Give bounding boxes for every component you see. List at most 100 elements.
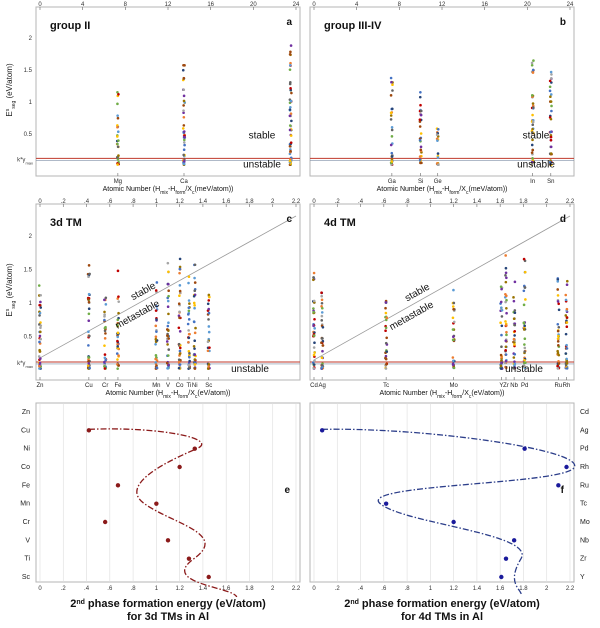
panel-c-data-point [206, 367, 210, 370]
panel-d-data-point [523, 286, 527, 289]
panel-c-data-point [86, 298, 90, 301]
panel-a-top-tick: 8 [124, 2, 128, 8]
panel-c-data-point [117, 295, 120, 298]
panel-a-data-point [182, 104, 185, 107]
panel-c-data-point [37, 284, 41, 287]
panel-a-data-point [182, 115, 186, 119]
panel-d-data-point [504, 353, 508, 356]
panel-c-data-point [87, 319, 91, 323]
panel-c-data-point [117, 364, 121, 367]
panel-c-data-point [103, 353, 107, 356]
panel-d-letter: d [560, 214, 566, 225]
panel-c-data-point [188, 366, 192, 370]
panel-d-data-point [500, 306, 503, 310]
panel-c-data-point [207, 311, 211, 315]
panel-d-data-point [564, 314, 568, 317]
panel-d-data-point [557, 360, 560, 363]
panel-c-data-point [165, 340, 169, 343]
panel-b-data-point [419, 103, 422, 107]
panel-d-data-point [499, 300, 503, 304]
panel-c-data-point [167, 289, 170, 293]
panel-d-data-point [556, 278, 560, 281]
panel-c-data-point [39, 293, 42, 297]
panel-c-data-point [103, 367, 107, 370]
panel-c-kgamma-label: k*γmax [17, 361, 33, 369]
panel-a-data-point [182, 153, 185, 157]
panel-b-stable-label: stable [523, 130, 550, 141]
panel-c-element-label: Ni [192, 383, 198, 389]
panel-f-data-point [556, 483, 561, 488]
panel-d-data-point [504, 274, 507, 277]
panel-d-data-point [513, 343, 516, 346]
panel-a-data-point [289, 112, 293, 116]
panel-f-data-point [383, 501, 389, 506]
panel-b-data-point [531, 163, 534, 166]
panel-c-data-point [38, 334, 42, 338]
panel-d-data-point [385, 316, 389, 320]
panel-f-data-point [503, 556, 509, 561]
panel-c-data-point [154, 337, 158, 341]
panel-c-data-point [39, 324, 43, 327]
panel-b-data-point [531, 102, 535, 105]
panel-c-data-point [115, 352, 119, 355]
panel-a-title: group II [50, 20, 90, 32]
xlabel-main: Atomic Number (H [103, 186, 161, 193]
ylabel-sup: s [5, 308, 11, 311]
panel-d-data-point [451, 328, 455, 331]
panel-c-xlabel: Atomic Number (Hmix-Hform/Xc(eV/atom)) [106, 390, 231, 400]
panel-c-data-point [208, 295, 211, 299]
panel-c-data-point [154, 357, 157, 361]
panel-c-data-point [178, 257, 182, 261]
panel-c-top-tick: 1.8 [245, 199, 254, 205]
panel-c-data-point [87, 362, 91, 365]
panel-b-data-point [391, 89, 394, 92]
panel-d-data-point [504, 345, 508, 349]
panel-a-data-point [288, 108, 292, 111]
panel-c-data-point [167, 282, 170, 286]
panel-b-data-point [549, 117, 553, 121]
panel-d-data-point [320, 301, 324, 305]
panel-c-ytick: 2 [29, 234, 33, 240]
panel-e-category-label: Zn [22, 409, 30, 416]
panel-b-element-label: Ga [388, 179, 397, 185]
panel-d-data-point [564, 332, 568, 336]
panel-d-data-point [452, 307, 455, 311]
panel-b-data-point [437, 163, 440, 167]
panel-b-data-point [419, 148, 423, 152]
panel-b-data-point [390, 160, 394, 163]
panel-c-data-point [39, 300, 42, 304]
ylabel-unit: (eV/atom) [5, 63, 14, 101]
panel-f-xtick: .4 [358, 586, 364, 592]
panel-d-data-point [513, 360, 516, 364]
panel-c-data-point [39, 326, 42, 330]
panel-b-data-point [549, 93, 553, 96]
panel-d-xlabel: Atomic Number (Hmix-Hform/Xc(eV/atom)) [380, 390, 505, 400]
panel-d-data-point [320, 294, 323, 298]
panel-d-data-point [313, 341, 316, 344]
panel-f-xtick: 1 [429, 586, 433, 592]
panel-c-frame [35, 203, 301, 381]
panel-c-data-point [188, 354, 191, 357]
panel-d-data-point [312, 310, 315, 314]
panel-d-data-point [312, 334, 316, 337]
panel-d-data-point [513, 280, 517, 284]
panel-c-top-tick: 1.2 [175, 199, 184, 205]
panel-a-data-point [182, 141, 186, 144]
panel-b-data-point [530, 143, 534, 147]
panel-c-data-point [193, 339, 197, 343]
panel-d-data-point [500, 361, 503, 365]
panel-c-data-point [178, 267, 182, 271]
panel-b-element-label: In [530, 179, 535, 185]
panel-d-top-tick: 1.6 [496, 199, 505, 205]
panel-e-xtick: 1.2 [175, 586, 184, 592]
panel-a-data-point [116, 163, 119, 166]
panel-f-xlabel-line1: 2nd phase formation energy (eV/atom) [344, 598, 540, 610]
panel-a-data-point [116, 158, 120, 161]
panel-c-data-point [207, 307, 211, 311]
panel-c-data-point [87, 300, 91, 304]
panel-a-letter: a [286, 17, 292, 28]
panel-f-category-label: Cd [580, 409, 589, 416]
panel-c-data-point [87, 312, 91, 316]
panel-a-data-point [290, 119, 293, 123]
panel-a-data-point [183, 143, 186, 147]
